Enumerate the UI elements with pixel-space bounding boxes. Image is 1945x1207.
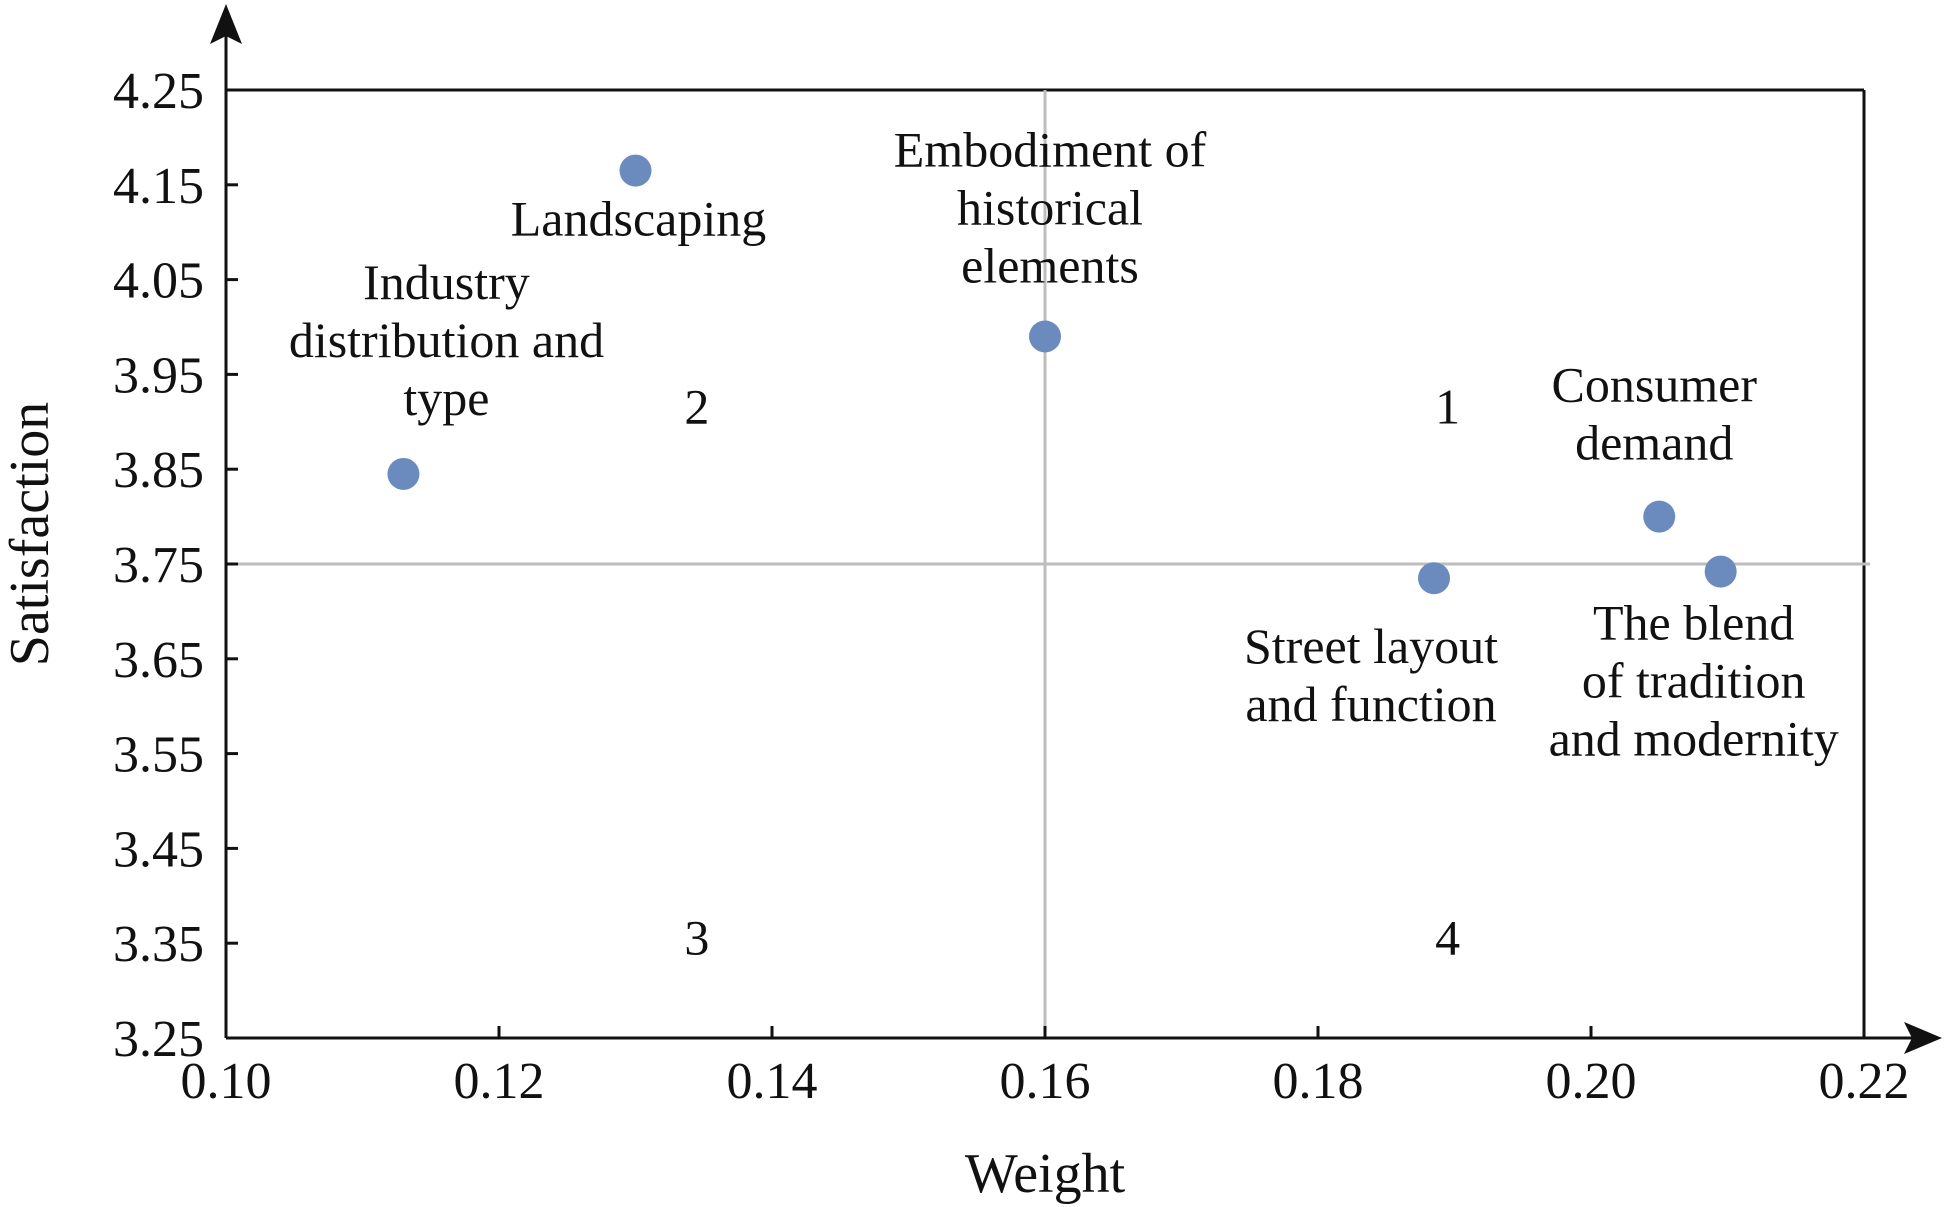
point-label-line: Landscaping: [511, 191, 766, 247]
y-tick-label: 3.45: [113, 821, 204, 878]
x-tick-label: 0.10: [181, 1053, 272, 1110]
point-label-line: and modernity: [1549, 711, 1839, 767]
y-tick-label: 4.05: [113, 253, 204, 310]
reference-lines: [226, 90, 1870, 1038]
tick-labels: 0.10 0.12 0.14 0.16 0.18 0.20 0.22 3.25 3.35 3.45…: [113, 63, 1910, 1110]
x-tick-label: 0.14: [727, 1053, 818, 1110]
y-tick-label: 4.15: [113, 158, 204, 215]
quadrant-labels: 1 2 3 4: [684, 379, 1460, 966]
y-tick-label: 3.95: [113, 347, 204, 404]
point-label-line: distribution and: [289, 312, 604, 368]
y-axis-title: Satisfaction: [0, 402, 61, 666]
data-point: [1029, 320, 1061, 353]
point-label-line: Industry: [363, 254, 530, 310]
quadrant-label-1: 1: [1435, 379, 1460, 435]
quadrant-label-4: 4: [1435, 909, 1460, 965]
y-tick-label: 3.75: [113, 537, 204, 594]
point-label-line: type: [403, 370, 489, 426]
point-label-line: demand: [1575, 415, 1733, 471]
point-label-line: Street layout: [1244, 618, 1498, 674]
x-axis-arrow-icon: [1904, 1022, 1942, 1054]
data-point: [1418, 562, 1451, 595]
x-tick-label: 0.22: [1819, 1053, 1910, 1110]
point-label: Landscaping: [511, 191, 766, 247]
y-tick-label: 3.55: [113, 727, 204, 784]
point-label-line: and function: [1245, 676, 1496, 732]
axes: [210, 4, 1942, 1054]
x-tick-label: 0.12: [454, 1053, 545, 1110]
point-label-line: historical: [957, 179, 1143, 235]
point-label-line: The blend: [1593, 595, 1794, 651]
data-points: [387, 154, 1737, 595]
data-point: [1704, 555, 1737, 588]
point-label-line: Embodiment of: [894, 121, 1207, 177]
data-point: [1643, 500, 1676, 533]
y-axis-arrow-icon: [210, 4, 242, 44]
point-label-line: of tradition: [1582, 653, 1806, 709]
data-point: [387, 457, 420, 490]
y-tick-label: 3.65: [113, 632, 204, 689]
y-tick-label: 3.35: [113, 916, 204, 973]
y-tick-label: 4.25: [113, 63, 204, 120]
y-tick-label: 3.85: [113, 442, 204, 499]
point-label-line: elements: [961, 237, 1139, 293]
y-tick-label: 3.25: [113, 1011, 204, 1068]
x-axis-title: Weight: [965, 1143, 1126, 1205]
x-tick-label: 0.20: [1546, 1053, 1637, 1110]
quadrant-label-3: 3: [684, 909, 709, 965]
quadrant-label-2: 2: [684, 379, 709, 435]
x-tick-label: 0.18: [1273, 1053, 1364, 1110]
data-point: [619, 154, 652, 187]
point-label-line: Consumer: [1551, 357, 1757, 413]
x-tick-label: 0.16: [1000, 1053, 1091, 1110]
